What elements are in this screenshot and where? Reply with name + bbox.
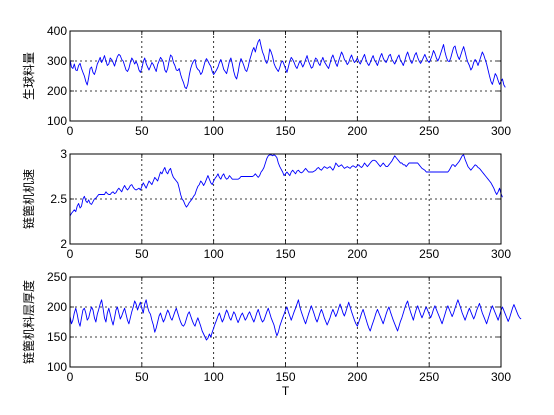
y-tick-label: 100 [47, 114, 67, 128]
y-tick-label: 200 [47, 84, 67, 98]
x-tick-label: 50 [135, 247, 149, 261]
y-axis-label: 生球料量 [22, 52, 36, 100]
x-tick-label: 200 [347, 124, 367, 138]
x-tick-label: 150 [275, 124, 295, 138]
y-tick-label: 150 [47, 330, 67, 344]
subplot-2: 0 50 100 150 200 250 300 2 2.5 3 链篦机机速 [21, 147, 511, 261]
x-tick-label: 100 [204, 247, 224, 261]
axes-box [69, 30, 502, 122]
x-tick-label: 50 [135, 124, 149, 138]
x-tick-label: 0 [67, 124, 74, 138]
x-tick-label: 150 [275, 247, 295, 261]
x-tick-label: 0 [67, 370, 74, 384]
x-tick-label: 300 [491, 370, 511, 384]
y-tick-label: 200 [47, 300, 67, 314]
y-tick-label: 400 [47, 24, 67, 38]
y-tick-label: 100 [47, 360, 67, 374]
x-tick-label: 250 [419, 124, 439, 138]
x-tick-label: 100 [204, 370, 224, 384]
axes-box [69, 276, 502, 368]
x-tick-label: 300 [491, 124, 511, 138]
y-tick-label: 2.5 [50, 192, 67, 206]
subplot-3: 0 50 100 150 200 250 300 100 150 200 250 链篦机料层厚度 T [21, 270, 522, 398]
x-tick-label: 200 [347, 247, 367, 261]
series-line-1 [69, 299, 522, 341]
subplot-1: 0 50 100 150 200 250 300 100 200 300 400 生球料量 [22, 24, 511, 138]
y-tick-label: 250 [47, 270, 67, 284]
y-axis-label: 链篦机料层厚度 [21, 280, 36, 364]
y-tick-label: 300 [47, 54, 67, 68]
x-axis-label: T [282, 384, 290, 398]
axes-box [69, 153, 502, 245]
x-tick-label: 200 [347, 370, 367, 384]
x-tick-label: 150 [275, 370, 295, 384]
x-tick-label: 250 [419, 247, 439, 261]
x-tick-label: 100 [204, 124, 224, 138]
y-axis-label: 链篦机机速 [21, 169, 36, 229]
y-tick-label: 2 [60, 237, 67, 251]
x-tick-label: 50 [135, 370, 149, 384]
x-tick-label: 0 [67, 247, 74, 261]
series-line-1 [69, 38, 506, 90]
x-tick-label: 300 [491, 247, 511, 261]
y-tick-label: 3 [60, 147, 67, 161]
series-line-1 [69, 154, 503, 217]
x-tick-label: 250 [419, 370, 439, 384]
